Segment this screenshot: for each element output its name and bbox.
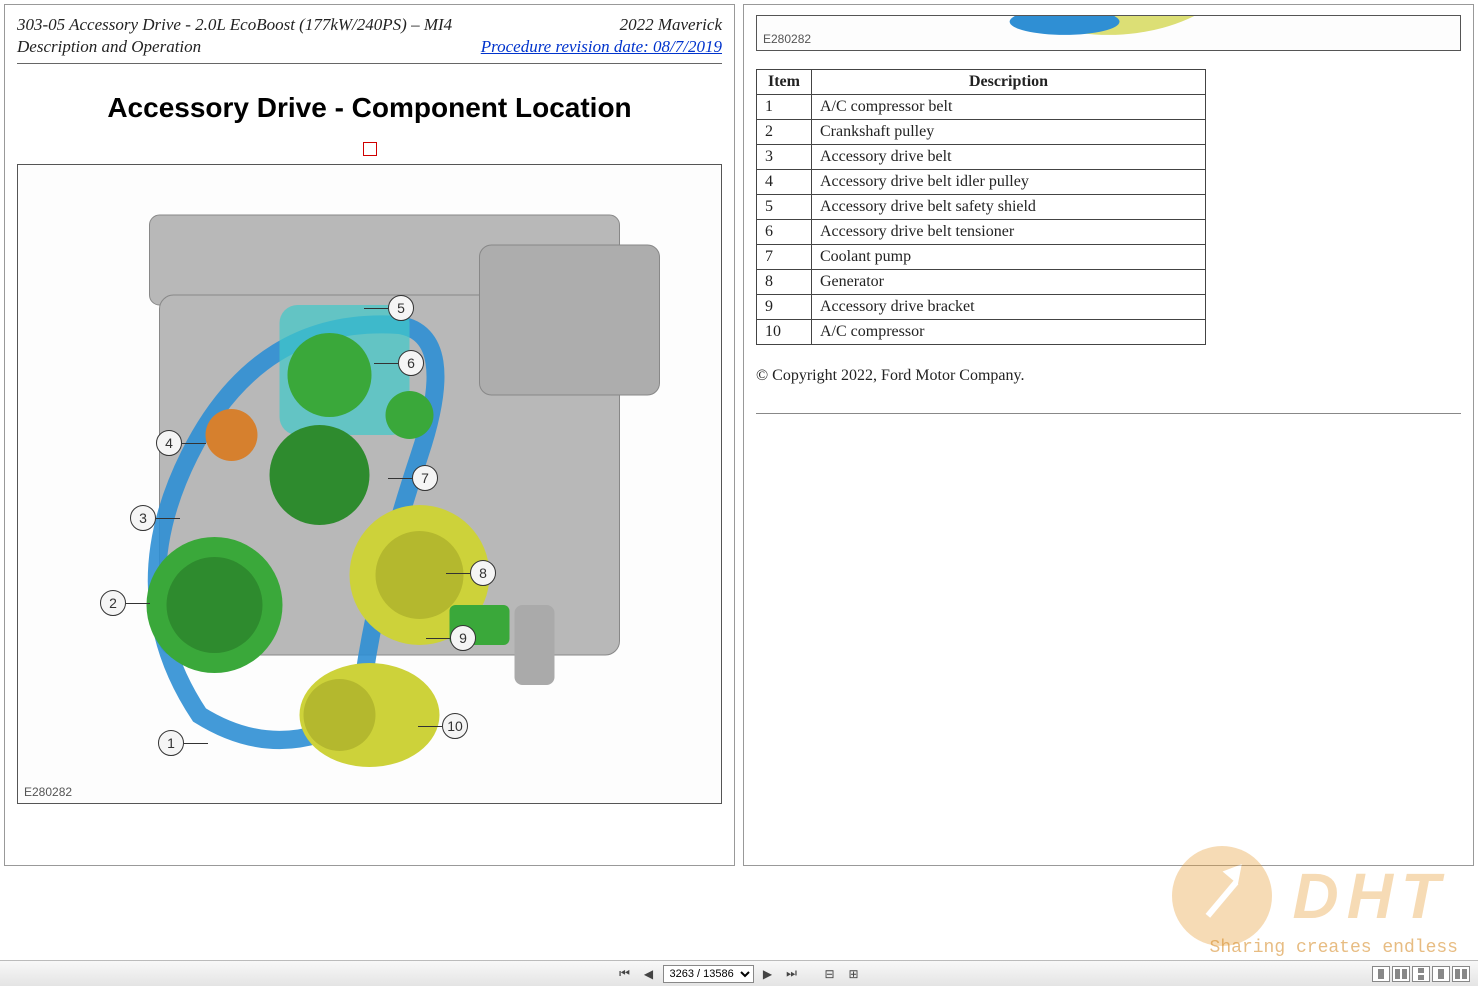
header-right: 2022 Maverick xyxy=(620,15,722,35)
component-figure: 1 2 3 4 5 6 7 8 9 10 E280282 xyxy=(17,164,722,804)
view-mode-group xyxy=(1372,966,1470,982)
view-continuous-button[interactable] xyxy=(1412,966,1430,982)
page-select[interactable]: 3263 / 13586 xyxy=(663,965,754,983)
item-cell: 9 xyxy=(757,295,812,320)
right-divider xyxy=(756,413,1461,414)
right-page-figure-stub: E280282 xyxy=(756,15,1461,51)
callout-bubble: 5 xyxy=(388,295,414,321)
table-row: 9Accessory drive bracket xyxy=(757,295,1206,320)
description-cell: A/C compressor xyxy=(812,320,1206,345)
right-page: E280282 Item Description 1A/C compressor… xyxy=(743,4,1474,866)
table-row: 3Accessory drive belt xyxy=(757,145,1206,170)
next-page-button[interactable]: ▶ xyxy=(758,965,778,983)
table-row: 7Coolant pump xyxy=(757,245,1206,270)
watermark-text: DHT xyxy=(1292,859,1448,933)
callout-7: 7 xyxy=(388,465,438,491)
callout-bubble: 6 xyxy=(398,350,424,376)
copyright: © Copyright 2022, Ford Motor Company. xyxy=(756,367,1461,385)
callout-leader xyxy=(364,308,388,309)
pdf-toolbar: ⏮ ◀ 3263 / 13586 ▶ ⏭ ⊟ ⊞ xyxy=(0,960,1478,986)
table-row: 5Accessory drive belt safety shield xyxy=(757,195,1206,220)
callout-bubble: 9 xyxy=(450,625,476,651)
table-row: 4Accessory drive belt idler pulley xyxy=(757,170,1206,195)
description-cell: Accessory drive belt idler pulley xyxy=(812,170,1206,195)
item-cell: 10 xyxy=(757,320,812,345)
table-row: 6Accessory drive belt tensioner xyxy=(757,220,1206,245)
description-cell: Accessory drive belt tensioner xyxy=(812,220,1206,245)
table-row: 2Crankshaft pulley xyxy=(757,120,1206,145)
table-row: 8Generator xyxy=(757,270,1206,295)
view-single-button[interactable] xyxy=(1372,966,1390,982)
callout-1: 1 xyxy=(158,730,208,756)
item-cell: 7 xyxy=(757,245,812,270)
prev-page-button[interactable]: ◀ xyxy=(639,965,659,983)
item-cell: 4 xyxy=(757,170,812,195)
table-row: 1A/C compressor belt xyxy=(757,95,1206,120)
callout-leader xyxy=(388,478,412,479)
watermark-tagline: Sharing creates endless xyxy=(1210,938,1458,958)
description-cell: A/C compressor belt xyxy=(812,95,1206,120)
callout-6: 6 xyxy=(374,350,424,376)
red-box-icon xyxy=(363,142,377,156)
callout-bubble: 4 xyxy=(156,430,182,456)
callout-bubble: 8 xyxy=(470,560,496,586)
callout-leader xyxy=(126,603,150,604)
callout-leader xyxy=(426,638,450,639)
callout-5: 5 xyxy=(364,295,414,321)
item-cell: 8 xyxy=(757,270,812,295)
zoom-in-button[interactable]: ⊞ xyxy=(844,965,864,983)
description-cell: Generator xyxy=(812,270,1206,295)
section-title: Accessory Drive - Component Location xyxy=(17,92,722,124)
item-cell: 6 xyxy=(757,220,812,245)
first-page-button[interactable]: ⏮ xyxy=(615,965,635,983)
item-cell: 5 xyxy=(757,195,812,220)
right-figure-id: E280282 xyxy=(763,32,811,46)
page-subheader: Description and Operation Procedure revi… xyxy=(17,37,722,57)
header-divider xyxy=(17,63,722,64)
figure-id: E280282 xyxy=(24,785,72,799)
th-description: Description xyxy=(812,70,1206,95)
revision-link[interactable]: Procedure revision date: 08/7/2019 xyxy=(481,37,722,56)
callout-leader xyxy=(374,363,398,364)
view-grid-button[interactable] xyxy=(1452,966,1470,982)
table-row: 10A/C compressor xyxy=(757,320,1206,345)
description-cell: Accessory drive belt safety shield xyxy=(812,195,1206,220)
item-cell: 2 xyxy=(757,120,812,145)
page-header: 303-05 Accessory Drive - 2.0L EcoBoost (… xyxy=(17,15,722,35)
callout-8: 8 xyxy=(446,560,496,586)
callout-leader xyxy=(446,573,470,574)
callout-bubble: 7 xyxy=(412,465,438,491)
callout-4: 4 xyxy=(156,430,206,456)
last-page-button[interactable]: ⏭ xyxy=(782,965,802,983)
header-left: 303-05 Accessory Drive - 2.0L EcoBoost (… xyxy=(17,15,452,35)
left-page: 303-05 Accessory Drive - 2.0L EcoBoost (… xyxy=(4,4,735,866)
engine-diagram: 1 2 3 4 5 6 7 8 9 10 xyxy=(28,175,711,775)
callout-bubble: 3 xyxy=(130,505,156,531)
item-cell: 3 xyxy=(757,145,812,170)
description-cell: Accessory drive belt xyxy=(812,145,1206,170)
subheader-left: Description and Operation xyxy=(17,37,201,57)
view-book-button[interactable] xyxy=(1432,966,1450,982)
description-cell: Coolant pump xyxy=(812,245,1206,270)
callout-3: 3 xyxy=(130,505,180,531)
callout-2: 2 xyxy=(100,590,150,616)
th-item: Item xyxy=(757,70,812,95)
pages-container: 303-05 Accessory Drive - 2.0L EcoBoost (… xyxy=(0,0,1478,870)
callout-leader xyxy=(418,726,442,727)
description-cell: Crankshaft pulley xyxy=(812,120,1206,145)
callout-leader xyxy=(182,443,206,444)
description-cell: Accessory drive bracket xyxy=(812,295,1206,320)
callout-leader xyxy=(156,518,180,519)
callout-leader xyxy=(184,743,208,744)
component-table-body: 1A/C compressor belt2Crankshaft pulley3A… xyxy=(757,95,1206,345)
callout-bubble: 10 xyxy=(442,713,468,739)
item-cell: 1 xyxy=(757,95,812,120)
zoom-out-button[interactable]: ⊟ xyxy=(820,965,840,983)
callout-bubble: 2 xyxy=(100,590,126,616)
callout-bubble: 1 xyxy=(158,730,184,756)
view-facing-button[interactable] xyxy=(1392,966,1410,982)
component-table: Item Description 1A/C compressor belt2Cr… xyxy=(756,69,1206,345)
callout-9: 9 xyxy=(426,625,476,651)
callout-10: 10 xyxy=(418,713,468,739)
